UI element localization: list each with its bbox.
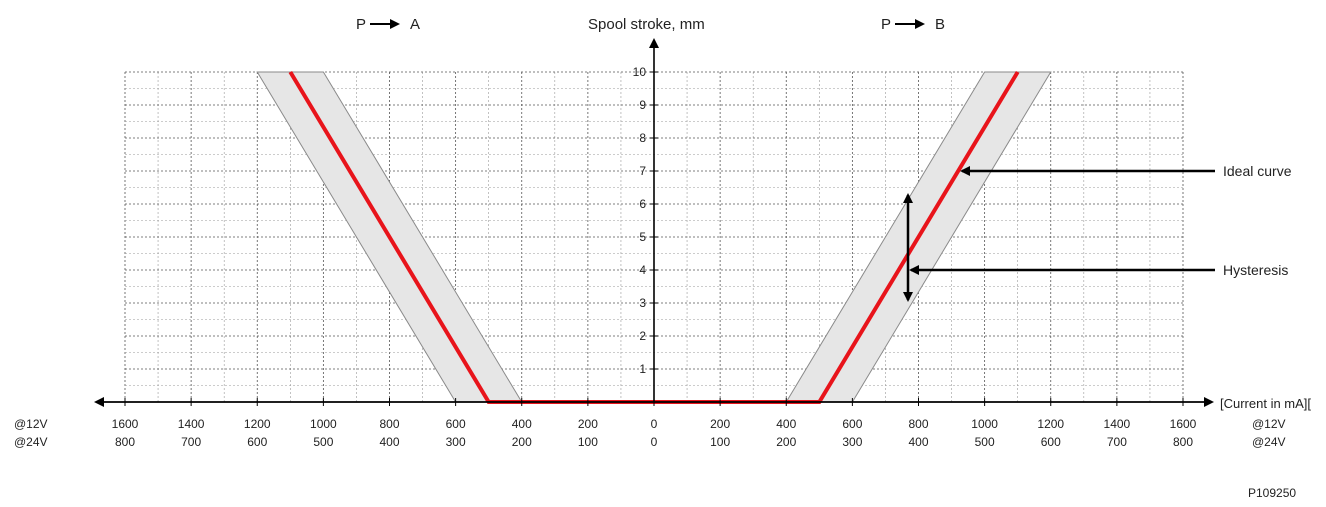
x-tick-label-24v: 300 (446, 435, 466, 449)
axes (94, 38, 1214, 407)
x-tick-label-12v: 1400 (178, 417, 205, 431)
y-tick-label: 3 (639, 296, 646, 310)
x-tick-label-24v: 500 (975, 435, 995, 449)
x-tick-label-12v: 1200 (244, 417, 271, 431)
row-label-12v-left: @12V (14, 417, 48, 431)
left-target-label: A (410, 16, 420, 33)
x-tick-label-24v: 100 (710, 435, 730, 449)
y-tick-label: 6 (639, 197, 646, 211)
x-tick-label-12v: 800 (379, 417, 399, 431)
x-tick-label-24v: 700 (1107, 435, 1127, 449)
x-tick-label-12v: 1200 (1037, 417, 1064, 431)
x-tick-label-12v: 800 (908, 417, 928, 431)
row-label-24v-right: @24V (1252, 435, 1286, 449)
x-tick-label-24v: 700 (181, 435, 201, 449)
x-tick-label-24v: 800 (115, 435, 135, 449)
x-tick-label-12v: 600 (842, 417, 862, 431)
x-tick-label-12v: 0 (651, 417, 658, 431)
y-tick-label: 8 (639, 131, 646, 145)
x-tick-label-24v: 800 (1173, 435, 1193, 449)
row-label-24v-left: @24V (14, 435, 48, 449)
x-tick-label-24v: 200 (512, 435, 532, 449)
x-tick-label-24v: 600 (1041, 435, 1061, 449)
tick-labels: 1600800140070012006001000500800400600300… (112, 65, 1197, 449)
y-tick-label: 5 (639, 230, 646, 244)
right-direction-label: P (881, 16, 891, 33)
x-tick-label-12v: 200 (710, 417, 730, 431)
x-tick-label-12v: 1000 (310, 417, 337, 431)
y-tick-label: 7 (639, 164, 646, 178)
figure-code: P109250 (1248, 486, 1296, 500)
x-tick-label-12v: 400 (512, 417, 532, 431)
ideal-curve-annotation: Ideal curve (1223, 163, 1292, 179)
x-tick-label-24v: 600 (247, 435, 267, 449)
y-tick-label: 1 (639, 362, 646, 376)
y-tick-label: 10 (633, 65, 647, 79)
x-tick-label-12v: 200 (578, 417, 598, 431)
x-tick-label-24v: 0 (651, 435, 658, 449)
x-tick-label-12v: 1600 (112, 417, 139, 431)
x-tick-label-12v: 1400 (1104, 417, 1131, 431)
right-target-label: B (935, 16, 945, 33)
x-tick-label-24v: 100 (578, 435, 598, 449)
x-tick-label-12v: 600 (446, 417, 466, 431)
x-tick-label-24v: 400 (379, 435, 399, 449)
x-tick-label-24v: 400 (908, 435, 928, 449)
x-tick-label-24v: 500 (313, 435, 333, 449)
y-tick-label: 2 (639, 329, 646, 343)
left-direction-label: P (356, 16, 366, 33)
y-tick-label: 4 (639, 263, 646, 277)
x-tick-label-12v: 1000 (971, 417, 998, 431)
row-label-12v-right: @12V (1252, 417, 1286, 431)
x-tick-label-24v: 300 (842, 435, 862, 449)
x-tick-label-24v: 200 (776, 435, 796, 449)
hysteresis-annotation: Hysteresis (1223, 262, 1288, 278)
x-tick-label-12v: 1600 (1170, 417, 1197, 431)
y-tick-label: 9 (639, 98, 646, 112)
x-axis-label: [Current in mA][ (1220, 396, 1311, 411)
x-tick-label-12v: 400 (776, 417, 796, 431)
y-axis-label: Spool stroke, mm (588, 16, 705, 33)
